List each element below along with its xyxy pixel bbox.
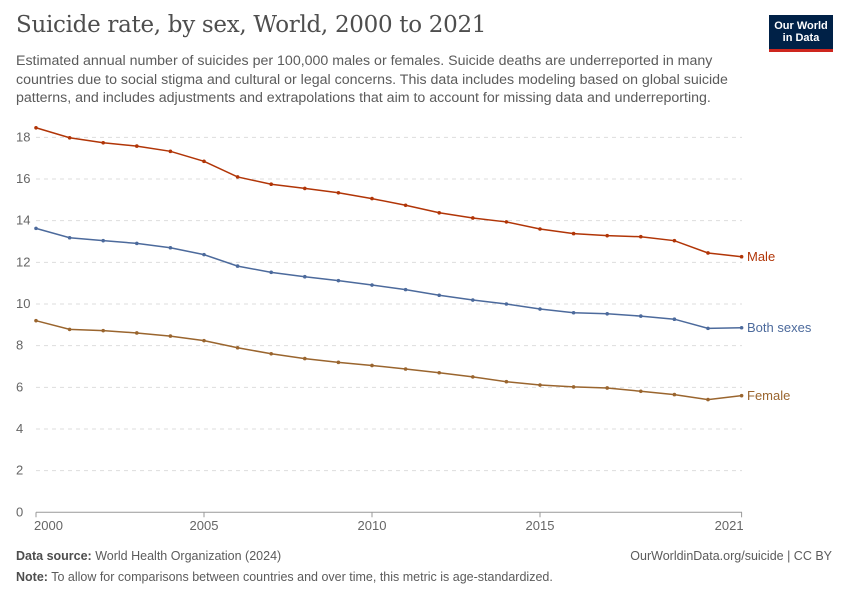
- data-point: [672, 392, 677, 397]
- y-tick-label: 16: [16, 171, 30, 186]
- data-point: [471, 375, 475, 379]
- data-point: [706, 326, 710, 331]
- note-label: Note:: [16, 570, 48, 584]
- series-label: Both sexes: [747, 320, 812, 335]
- owid-logo[interactable]: Our World in Data: [769, 15, 833, 52]
- data-point: [336, 190, 341, 195]
- data-point: [135, 331, 139, 335]
- y-tick-label: 0: [16, 504, 23, 519]
- data-point: [672, 317, 677, 322]
- data-point: [605, 386, 609, 390]
- data-point: [639, 234, 643, 239]
- data-point: [605, 311, 609, 316]
- data-point: [437, 370, 442, 375]
- y-tick-label: 18: [16, 129, 30, 144]
- data-point: [303, 186, 307, 191]
- data-point: [101, 238, 105, 243]
- x-tick-label: 2005: [190, 518, 219, 533]
- data-point: [235, 345, 240, 350]
- data-point: [538, 383, 542, 387]
- data-point: [202, 338, 206, 343]
- data-point: [370, 283, 374, 287]
- data-point: [235, 264, 240, 268]
- data-point: [34, 226, 38, 231]
- data-point: [168, 245, 173, 250]
- source-label: Data source:: [16, 549, 92, 563]
- data-point: [605, 233, 609, 238]
- data-point: [168, 149, 173, 154]
- data-point: [303, 356, 307, 361]
- data-point: [168, 334, 173, 338]
- data-point: [403, 287, 408, 292]
- chart-title: Suicide rate, by sex, World, 2000 to 202…: [16, 12, 487, 38]
- x-tick-label: 2015: [526, 518, 555, 533]
- data-point: [67, 235, 72, 240]
- data-point: [303, 274, 307, 279]
- data-point: [504, 302, 509, 306]
- data-point: [538, 227, 542, 231]
- data-point: [639, 389, 643, 394]
- series-line-female: [35, 319, 742, 401]
- data-point: [67, 327, 72, 332]
- data-point: [739, 325, 744, 330]
- y-tick-label: 8: [16, 338, 23, 353]
- series-label: Female: [747, 388, 790, 403]
- data-point: [202, 159, 206, 164]
- data-point: [336, 278, 341, 283]
- x-tick-label: 2010: [358, 518, 387, 533]
- data-point: [269, 351, 274, 356]
- y-tick-label: 12: [16, 254, 30, 269]
- data-point: [739, 393, 744, 398]
- data-point: [235, 175, 240, 179]
- data-point: [101, 328, 105, 333]
- y-tick-label: 2: [16, 463, 23, 478]
- data-point: [471, 298, 475, 302]
- series-line-both-sexes: [35, 227, 742, 330]
- data-point: [269, 270, 274, 275]
- data-point: [370, 196, 374, 201]
- data-point: [504, 379, 509, 384]
- series-line-male: [35, 127, 742, 258]
- data-point: [571, 231, 576, 236]
- data-point: [135, 144, 139, 148]
- note: Note: To allow for comparisons between c…: [16, 570, 553, 584]
- data-point: [34, 318, 38, 323]
- data-point: [403, 367, 408, 371]
- data-point: [336, 360, 341, 365]
- data-point: [437, 293, 442, 298]
- data-point: [672, 238, 677, 243]
- chart-subtitle: Estimated annual number of suicides per …: [16, 53, 728, 106]
- data-point: [269, 182, 274, 187]
- data-point: [739, 254, 744, 259]
- data-point: [202, 252, 206, 257]
- x-tick-label: 2021: [715, 518, 744, 533]
- data-point: [101, 140, 105, 145]
- data-point: [403, 203, 408, 208]
- source-url[interactable]: OurWorldinData.org/suicide | CC BY: [630, 549, 832, 563]
- x-tick-label: 2000: [34, 518, 63, 533]
- data-point: [67, 135, 72, 140]
- data-point: [471, 216, 475, 220]
- data-point: [571, 385, 576, 389]
- data-point: [370, 363, 374, 368]
- y-tick-label: 6: [16, 379, 23, 394]
- data-source: Data source: World Health Organization (…: [16, 549, 281, 563]
- note-text: To allow for comparisons between countri…: [51, 570, 553, 584]
- data-point: [538, 307, 542, 311]
- y-tick-label: 10: [16, 296, 30, 311]
- data-point: [437, 210, 442, 215]
- data-point: [571, 310, 576, 315]
- y-tick-label: 14: [16, 213, 30, 228]
- data-point: [34, 125, 38, 130]
- source-text[interactable]: World Health Organization (2024): [95, 549, 282, 563]
- data-point: [504, 220, 509, 224]
- data-point: [706, 397, 710, 402]
- y-tick-label: 4: [16, 421, 23, 436]
- data-point: [135, 241, 139, 246]
- series-label: Male: [747, 249, 775, 264]
- data-point: [706, 251, 710, 255]
- data-point: [639, 314, 643, 318]
